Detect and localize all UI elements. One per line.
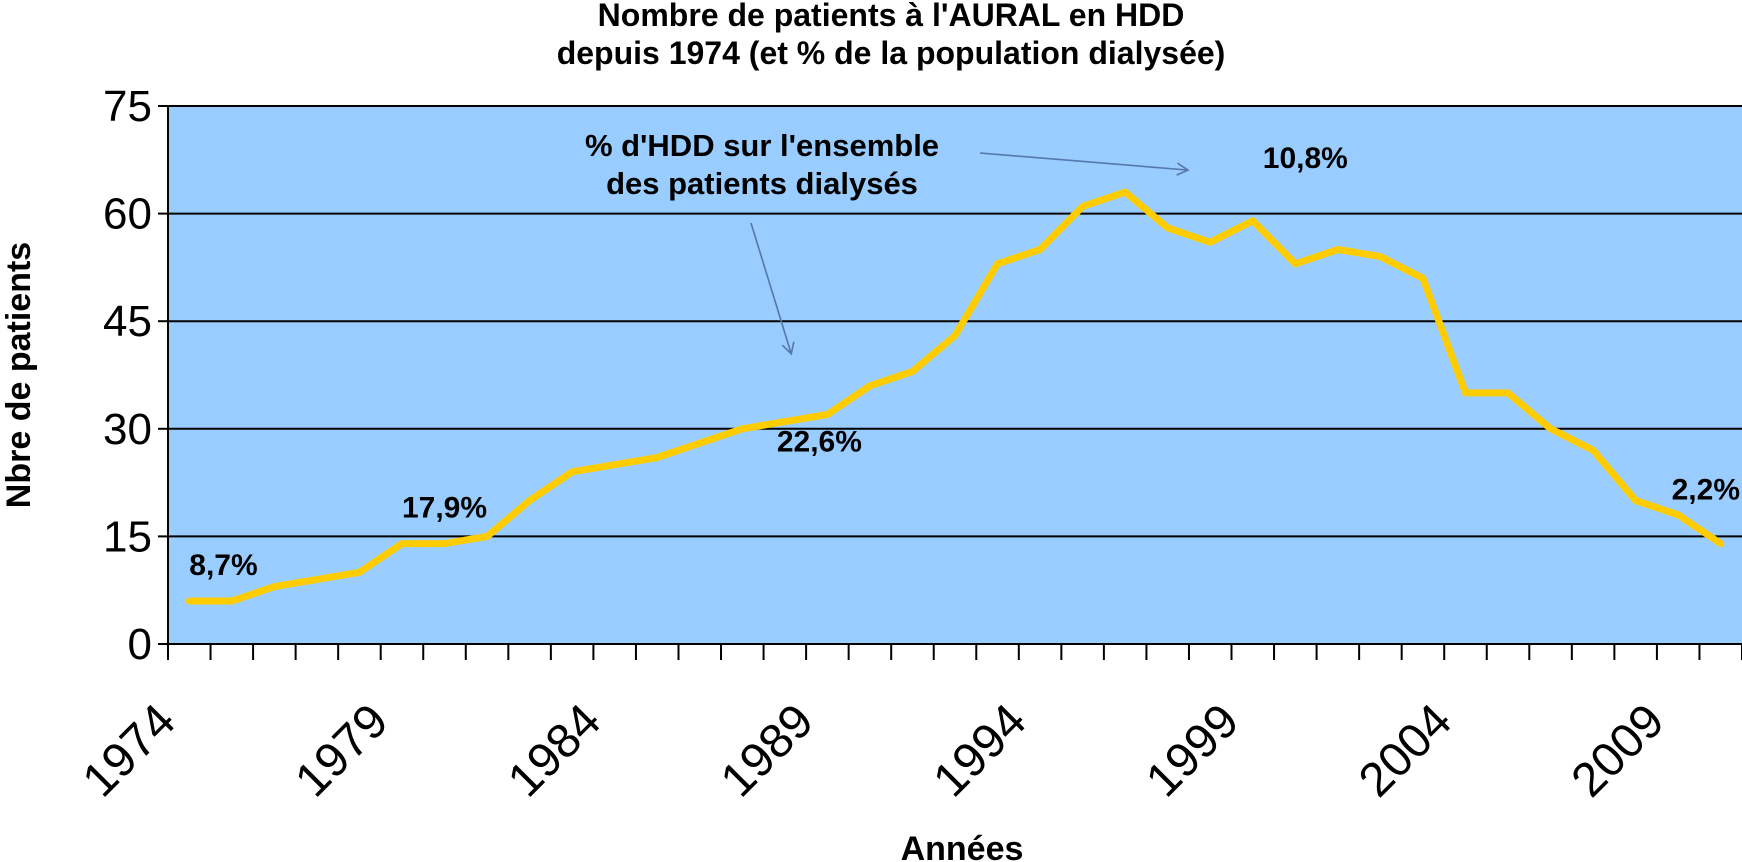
- callout-arrow-right: [979, 152, 1190, 176]
- x-tick-label-1974: 1974: [73, 694, 186, 807]
- y-tick-label-30: 30: [103, 405, 152, 454]
- x-tick-label-2004: 2004: [1349, 694, 1462, 807]
- x-tick-label-1979: 1979: [285, 694, 398, 807]
- callout-line-2: des patients dialysés: [606, 166, 918, 201]
- chart-title-line-1: Nombre de patients à l'AURAL en HDD: [598, 0, 1185, 33]
- callout-group: % d'HDD sur l'ensemble des patients dial…: [585, 128, 1190, 356]
- callout-arrow-down: [750, 222, 795, 356]
- y-axis-title: Nbre de patients: [0, 242, 38, 508]
- series-line-0: [185, 188, 1725, 605]
- y-tick-label-60: 60: [103, 190, 152, 239]
- data-label-1: 17,9%: [402, 492, 487, 525]
- data-label-4: 2,2%: [1672, 474, 1740, 507]
- x-tick-label-2009: 2009: [1562, 694, 1675, 807]
- y-tick-label-45: 45: [103, 297, 152, 346]
- data-label-2: 22,6%: [777, 426, 862, 459]
- x-tick-label-1989: 1989: [711, 694, 824, 807]
- y-tick-label-15: 15: [103, 512, 152, 561]
- data-label-3: 10,8%: [1263, 142, 1348, 175]
- data-label-0: 8,7%: [189, 549, 257, 582]
- x-tick-label-1994: 1994: [924, 694, 1037, 807]
- y-tick-label-0: 0: [128, 620, 152, 669]
- chart-title-line-2: depuis 1974 (et % de la population dialy…: [557, 35, 1226, 71]
- plot-area: [168, 106, 1742, 644]
- x-tick-label-1999: 1999: [1136, 694, 1249, 807]
- x-axis-title: Années: [901, 830, 1024, 862]
- x-tick-label-1984: 1984: [498, 694, 611, 807]
- callout-line-1: % d'HDD sur l'ensemble: [585, 128, 939, 163]
- y-tick-label-75: 75: [103, 82, 152, 131]
